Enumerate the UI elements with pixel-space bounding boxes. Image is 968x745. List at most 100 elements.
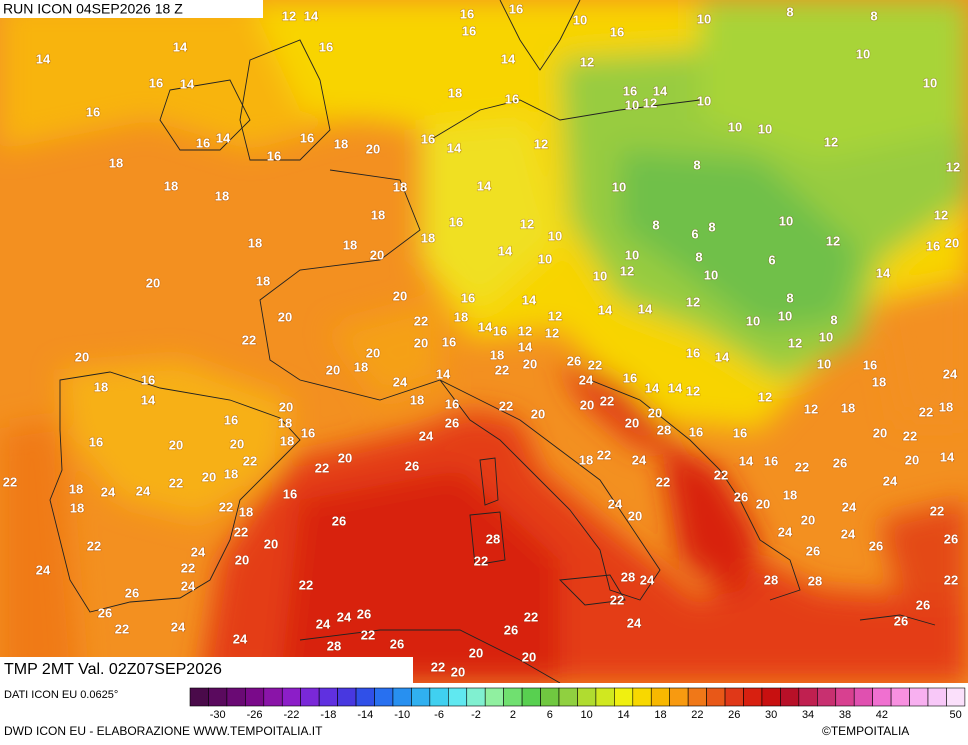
- copyright: ©TEMPOITALIA: [822, 724, 909, 738]
- temperature-label: 20: [235, 552, 249, 567]
- scale-box: [632, 687, 652, 707]
- temperature-label: 8: [695, 249, 702, 264]
- scale-box: [189, 687, 209, 707]
- temperature-label: 18: [239, 504, 253, 519]
- temperature-label: 14: [638, 301, 653, 316]
- temperature-label: 20: [366, 141, 380, 156]
- temperature-label: 26: [332, 513, 346, 528]
- temperature-label: 20: [338, 450, 352, 465]
- temperature-label: 18: [490, 347, 504, 362]
- temperature-label: 20: [146, 275, 160, 290]
- temperature-label: 24: [419, 428, 434, 443]
- scale-tick-label: -6: [434, 709, 444, 721]
- temperature-label: 22: [431, 659, 445, 674]
- scale-box: [540, 687, 560, 707]
- temperature-label: 14: [180, 76, 195, 91]
- temperature-label: 18: [421, 230, 435, 245]
- temperature-label: 14: [668, 380, 683, 395]
- temperature-label: 6: [691, 226, 698, 241]
- temperature-label: 12: [520, 216, 534, 231]
- scale-box: [577, 687, 597, 707]
- temperature-label: 10: [728, 119, 742, 134]
- temperature-label: 26: [98, 605, 112, 620]
- temperature-label: 20: [522, 649, 536, 664]
- temperature-field: [0, 0, 968, 683]
- scale-box: [669, 687, 689, 707]
- temperature-label: 20: [279, 399, 293, 414]
- temperature-label: 22: [524, 609, 538, 624]
- scale-box: [724, 687, 744, 707]
- scale-tick-label: -10: [394, 709, 410, 721]
- temperature-label: 14: [477, 178, 492, 193]
- temperature-label: 24: [608, 496, 623, 511]
- scale-tick-label: -30: [210, 709, 226, 721]
- scale-box: [946, 687, 966, 707]
- temperature-label: 14: [216, 130, 231, 145]
- temperature-label: 22: [588, 357, 602, 372]
- temperature-label: 12: [548, 308, 562, 323]
- temperature-label: 18: [448, 85, 462, 100]
- temperature-label: 16: [623, 83, 637, 98]
- scale-box: [687, 687, 707, 707]
- scale-tick-label: 10: [581, 709, 593, 721]
- scale-box: [650, 687, 671, 707]
- temperature-label: 26: [405, 458, 419, 473]
- temperature-label: 22: [414, 313, 428, 328]
- temperature-label: 16: [86, 104, 100, 119]
- temperature-label: 18: [410, 392, 424, 407]
- temperature-label: 26: [894, 613, 908, 628]
- scale-box: [761, 687, 781, 707]
- temperature-label: 26: [125, 585, 139, 600]
- scale-tick-label: -14: [357, 709, 373, 721]
- scale-box: [337, 687, 357, 707]
- temperature-label: 26: [806, 543, 820, 558]
- scale-box: [503, 687, 523, 707]
- temperature-label: 18: [256, 273, 270, 288]
- temperature-label: 16: [461, 290, 475, 305]
- temperature-label: 22: [115, 621, 129, 636]
- temperature-label: 18: [393, 179, 407, 194]
- temperature-label: 10: [778, 308, 792, 323]
- temperature-label: 24: [171, 619, 186, 634]
- scale-box: [281, 687, 302, 707]
- scale-tick-label: 2: [510, 709, 516, 721]
- temperature-label: 22: [610, 592, 624, 607]
- temperature-label: 20: [756, 496, 770, 511]
- scale-box: [558, 687, 578, 707]
- scale-box: [429, 687, 449, 707]
- temperature-label: 22: [242, 332, 256, 347]
- scale-tick-label: 42: [876, 709, 888, 721]
- temperature-label: 16: [267, 148, 281, 163]
- scale-box: [318, 687, 338, 707]
- temperature-label: 14: [447, 140, 462, 155]
- run-title: RUN ICON 04SEP2026 18 Z: [3, 1, 183, 17]
- temperature-label: 12: [824, 134, 838, 149]
- scale-box: [816, 687, 837, 707]
- temperature-label: 24: [181, 578, 196, 593]
- temperature-label: 10: [819, 329, 833, 344]
- scale-box: [521, 687, 541, 707]
- temperature-label: 22: [299, 577, 313, 592]
- temperature-label: 16: [449, 214, 463, 229]
- temperature-label: 22: [714, 467, 728, 482]
- temperature-label: 26: [567, 353, 581, 368]
- temperature-label: 10: [779, 213, 793, 228]
- temperature-label: 12: [534, 136, 548, 151]
- scale-box: [835, 687, 855, 707]
- temperature-label: 20: [945, 235, 959, 250]
- temperature-label: 12: [934, 207, 948, 222]
- temperature-label: 8: [693, 157, 700, 172]
- temperature-label: 18: [164, 178, 178, 193]
- scale-box: [927, 687, 947, 707]
- temperature-label: 22: [919, 404, 933, 419]
- temperature-label: 10: [758, 121, 772, 136]
- temperature-label: 22: [944, 572, 958, 587]
- temperature-label: 8: [786, 290, 793, 305]
- scale-box: [263, 687, 283, 707]
- temperature-label: 14: [498, 243, 513, 258]
- temperature-label: 20: [469, 645, 483, 660]
- temperature-label: 18: [579, 452, 593, 467]
- scale-box: [226, 687, 246, 707]
- temperature-label: 10: [612, 179, 626, 194]
- scale-box: [411, 687, 431, 707]
